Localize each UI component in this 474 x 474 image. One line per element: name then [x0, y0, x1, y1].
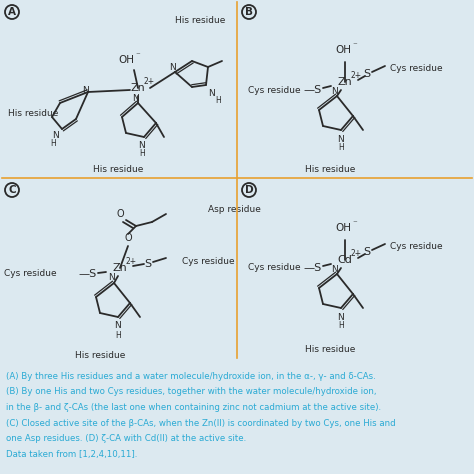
Text: ⁻: ⁻ — [353, 219, 357, 228]
Text: N: N — [332, 264, 338, 273]
Text: Cys residue: Cys residue — [4, 270, 56, 279]
Text: Asp residue: Asp residue — [208, 206, 261, 215]
Text: O: O — [124, 233, 132, 243]
Text: D: D — [245, 185, 253, 195]
Text: N: N — [337, 312, 345, 321]
Text: N: N — [170, 63, 176, 72]
Text: —S: —S — [304, 85, 322, 95]
Text: in the β- and ζ-CAs (the last one when containing zinc not cadmium at the active: in the β- and ζ-CAs (the last one when c… — [6, 403, 381, 412]
Text: N: N — [109, 273, 115, 283]
Text: (B) By one His and two Cys residues, together with the water molecule/hydroxide : (B) By one His and two Cys residues, tog… — [6, 388, 376, 396]
Text: N: N — [82, 85, 90, 94]
Text: 2+: 2+ — [350, 71, 362, 80]
Text: His residue: His residue — [93, 165, 143, 174]
Text: N: N — [53, 130, 59, 139]
Text: Cys residue: Cys residue — [182, 257, 235, 266]
Text: H: H — [115, 330, 121, 339]
Text: Cys residue: Cys residue — [390, 241, 443, 250]
Text: 2+: 2+ — [126, 256, 137, 265]
Text: S: S — [364, 247, 371, 257]
Text: —S: —S — [304, 263, 322, 273]
Text: His residue: His residue — [305, 346, 355, 355]
Text: O: O — [116, 209, 124, 219]
Text: Zn: Zn — [113, 263, 128, 273]
Text: (A) By three His residues and a water molecule/hydroxide ion, in the α-, γ- and : (A) By three His residues and a water mo… — [6, 372, 376, 381]
Text: 2+: 2+ — [144, 76, 155, 85]
Text: N: N — [337, 135, 345, 144]
Text: N: N — [209, 89, 215, 98]
Text: OH: OH — [335, 223, 351, 233]
Text: Cys residue: Cys residue — [248, 85, 301, 94]
Text: Data taken from [1,2,4,10,11].: Data taken from [1,2,4,10,11]. — [6, 449, 137, 458]
Text: OH: OH — [335, 45, 351, 55]
Text: H: H — [139, 149, 145, 158]
Text: Cys residue: Cys residue — [248, 264, 301, 273]
Text: 2+: 2+ — [350, 248, 362, 257]
Text: C: C — [8, 185, 16, 195]
Text: N: N — [133, 93, 139, 102]
Text: S: S — [145, 259, 152, 269]
Text: His residue: His residue — [8, 109, 58, 118]
Text: N: N — [115, 321, 121, 330]
Text: (C) Closed active site of the β-CAs, when the Zn(II) is coordinated by two Cys, : (C) Closed active site of the β-CAs, whe… — [6, 419, 396, 428]
Text: B: B — [245, 7, 253, 17]
Text: Zn: Zn — [337, 77, 352, 87]
Text: one Asp residues. (D) ζ-CA with Cd(II) at the active site.: one Asp residues. (D) ζ-CA with Cd(II) a… — [6, 434, 246, 443]
Text: Zn: Zn — [131, 83, 146, 93]
Text: H: H — [215, 95, 221, 104]
Text: OH: OH — [118, 55, 134, 65]
Text: His residue: His residue — [305, 165, 355, 174]
Text: His residue: His residue — [175, 16, 225, 25]
Text: Cd: Cd — [337, 255, 353, 265]
Text: H: H — [338, 144, 344, 153]
Text: H: H — [50, 138, 56, 147]
Text: A: A — [8, 7, 16, 17]
Text: —S: —S — [79, 269, 97, 279]
Text: ⁻: ⁻ — [353, 42, 357, 51]
Text: N: N — [138, 140, 146, 149]
Text: ⁻: ⁻ — [136, 52, 140, 61]
Text: Cys residue: Cys residue — [390, 64, 443, 73]
Text: His residue: His residue — [75, 350, 125, 359]
Text: S: S — [364, 69, 371, 79]
Text: H: H — [338, 321, 344, 330]
Text: N: N — [332, 86, 338, 95]
